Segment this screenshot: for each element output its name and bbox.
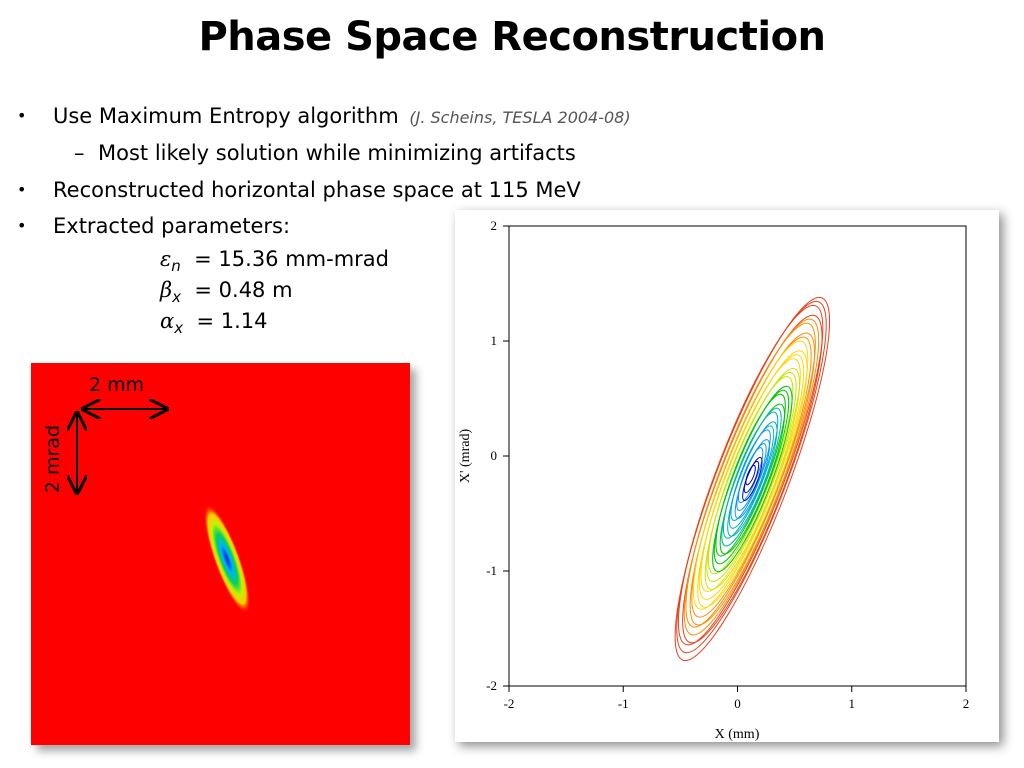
param-symbol: α [160, 309, 175, 333]
param-symbol: β [160, 278, 173, 302]
y-axis-label: X' (mrad) [458, 429, 473, 484]
param-value: = 0.48 m [194, 278, 293, 302]
x-tick-label: -2 [504, 696, 515, 711]
sub-bullet-marker: – [74, 141, 85, 165]
citation: (J. Scheins, TESLA 2004-08) [409, 108, 631, 127]
param-beta: βx = 0.48 m [160, 277, 293, 310]
sub-bullet-artifacts: – Most likely solution while minimizing … [74, 140, 576, 166]
bullet-maxent: • Use Maximum Entropy algorithm (J. Sche… [17, 103, 631, 131]
bullet-text: Use Maximum Entropy algorithm [53, 104, 399, 128]
contour-plot: -2 -1 0 1 2 -2 -1 0 1 2 X (mm) X' (mrad) [458, 218, 970, 742]
param-value: = 15.36 mm-mrad [194, 247, 390, 271]
contour-line [722, 411, 779, 539]
contour-line [692, 340, 809, 610]
y-tick-label: 0 [491, 448, 498, 463]
param-value: = 1.14 [196, 309, 268, 333]
contour-line [745, 464, 756, 486]
y-tick-label: -1 [486, 563, 497, 578]
param-subscript: n [171, 257, 181, 275]
phase-space-image: 2 mm 2 mrad [31, 363, 410, 745]
contour-line [707, 376, 794, 575]
contour-line [700, 358, 801, 593]
scale-label-x: 2 mm [89, 374, 144, 396]
x-tick-label: 2 [963, 696, 970, 711]
bullet-phase-space: • Reconstructed horizontal phase space a… [17, 177, 581, 203]
param-alpha: αx = 1.14 [160, 308, 267, 341]
contour-line [698, 354, 805, 600]
scale-label-y: 2 mrad [42, 425, 64, 493]
bullet-marker: • [17, 216, 27, 235]
contour-line [715, 393, 786, 557]
bullet-parameters: • Extracted parameters: [17, 213, 291, 239]
contour-line [730, 429, 771, 521]
phase-space-image-svg: 2 mm 2 mrad [42, 374, 251, 614]
param-subscript: x [172, 288, 182, 306]
contour-line [685, 322, 816, 628]
bullet-text: Most likely solution while minimizing ar… [98, 141, 576, 165]
contour-plot-panel: -2 -1 0 1 2 -2 -1 0 1 2 X (mm) X' (mrad) [455, 210, 999, 742]
param-subscript: x [174, 319, 184, 337]
bullet-text: Reconstructed horizontal phase space at … [53, 178, 581, 202]
bullet-marker: • [17, 106, 27, 125]
x-tick-label: 0 [734, 696, 741, 711]
y-tick-label: -2 [486, 678, 497, 693]
slide-title: Phase Space Reconstruction [198, 14, 826, 60]
beam-spot [203, 504, 251, 614]
x-axis-label: X (mm) [715, 727, 760, 742]
bullet-text: Extracted parameters: [53, 214, 291, 238]
param-symbol: ε [160, 247, 172, 271]
bullet-marker: • [17, 180, 27, 199]
x-tick-label: -1 [618, 696, 629, 711]
param-emittance: εn = 15.36 mm-mrad [160, 246, 389, 279]
y-tick-label: 2 [491, 218, 498, 233]
contour-line [737, 447, 764, 504]
contour-line [677, 304, 824, 646]
y-tick-label: 1 [491, 333, 498, 348]
x-tick-label: 1 [849, 696, 856, 711]
